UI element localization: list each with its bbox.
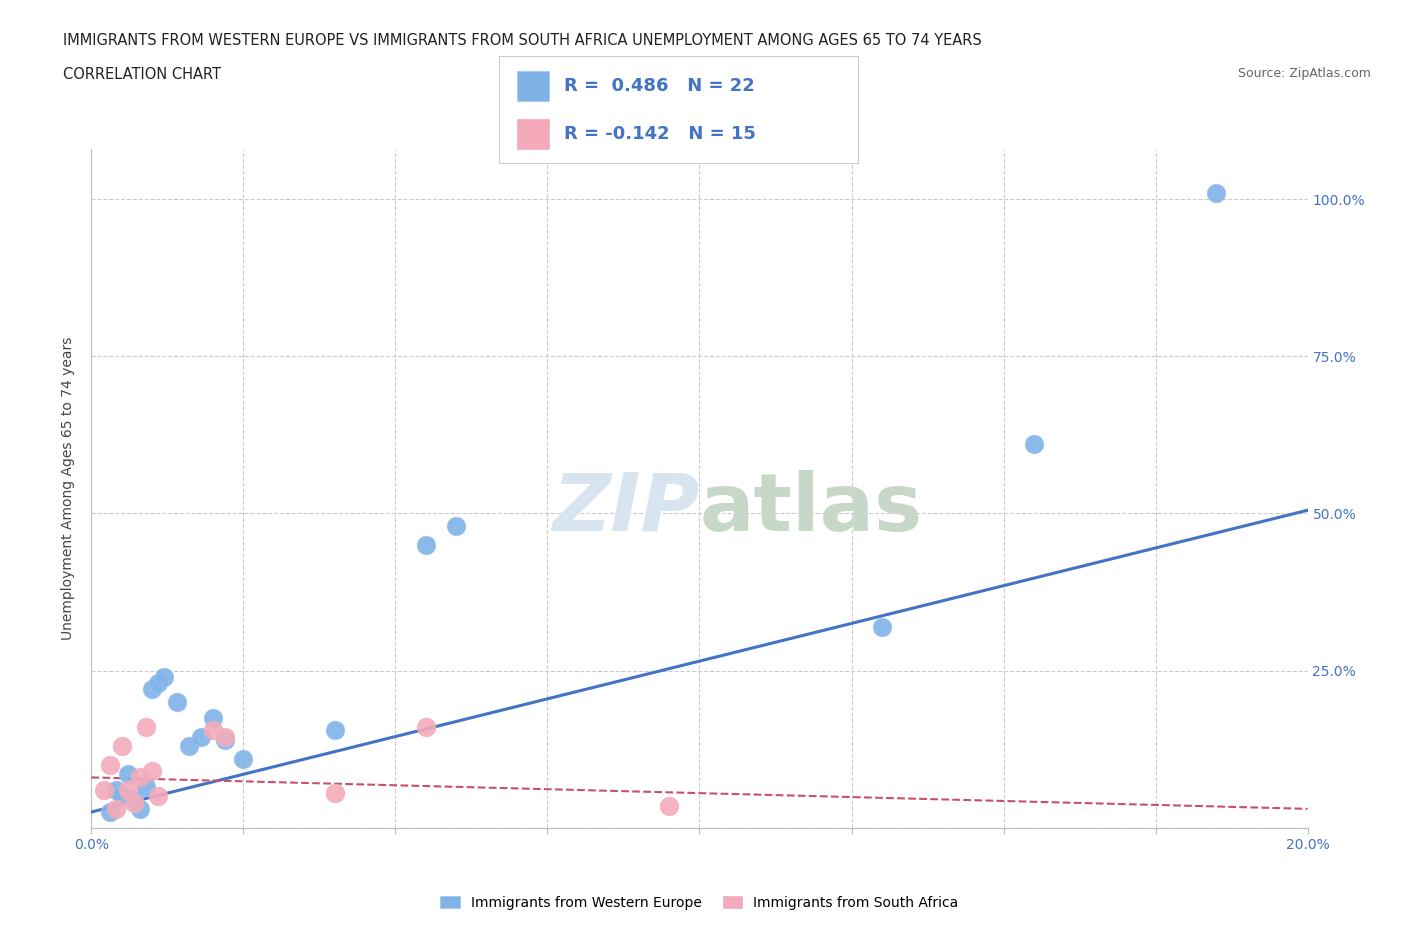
Point: [444, 519, 467, 534]
Point: [98, 757, 121, 772]
Point: [148, 789, 170, 804]
Point: [111, 789, 134, 804]
Point: [117, 782, 139, 797]
Point: [129, 770, 152, 785]
FancyBboxPatch shape: [517, 119, 550, 149]
Point: [135, 720, 157, 735]
Y-axis label: Unemployment Among Ages 65 to 74 years: Unemployment Among Ages 65 to 74 years: [62, 337, 76, 640]
Point: [1022, 437, 1045, 452]
Point: [104, 782, 127, 797]
Point: [98, 804, 121, 819]
Text: IMMIGRANTS FROM WESTERN EUROPE VS IMMIGRANTS FROM SOUTH AFRICA UNEMPLOYMENT AMON: IMMIGRANTS FROM WESTERN EUROPE VS IMMIGR…: [63, 33, 981, 47]
Point: [415, 720, 437, 735]
Point: [104, 802, 127, 817]
Point: [122, 792, 145, 807]
Point: [323, 723, 346, 737]
Point: [177, 738, 200, 753]
Point: [1205, 185, 1227, 200]
Point: [135, 779, 157, 794]
Point: [415, 538, 437, 552]
Point: [141, 682, 163, 697]
Point: [870, 619, 893, 634]
Point: [166, 695, 188, 710]
Text: ZIP: ZIP: [553, 470, 699, 548]
Point: [232, 751, 254, 766]
Point: [122, 795, 145, 810]
Point: [117, 767, 139, 782]
Text: Source: ZipAtlas.com: Source: ZipAtlas.com: [1237, 67, 1371, 80]
Point: [658, 798, 681, 813]
Point: [148, 676, 170, 691]
Point: [214, 729, 236, 744]
Point: [153, 670, 176, 684]
Point: [323, 786, 346, 801]
Point: [141, 764, 163, 778]
Text: R =  0.486   N = 22: R = 0.486 N = 22: [564, 77, 755, 95]
Point: [214, 732, 236, 747]
Point: [202, 711, 225, 725]
Text: atlas: atlas: [699, 470, 922, 548]
Point: [129, 802, 152, 817]
Point: [93, 782, 115, 797]
FancyBboxPatch shape: [517, 71, 550, 100]
Legend: Immigrants from Western Europe, Immigrants from South Africa: Immigrants from Western Europe, Immigran…: [440, 896, 959, 910]
Point: [190, 729, 212, 744]
Text: CORRELATION CHART: CORRELATION CHART: [63, 67, 221, 82]
Point: [111, 738, 134, 753]
Point: [202, 723, 225, 737]
Text: R = -0.142   N = 15: R = -0.142 N = 15: [564, 125, 755, 143]
